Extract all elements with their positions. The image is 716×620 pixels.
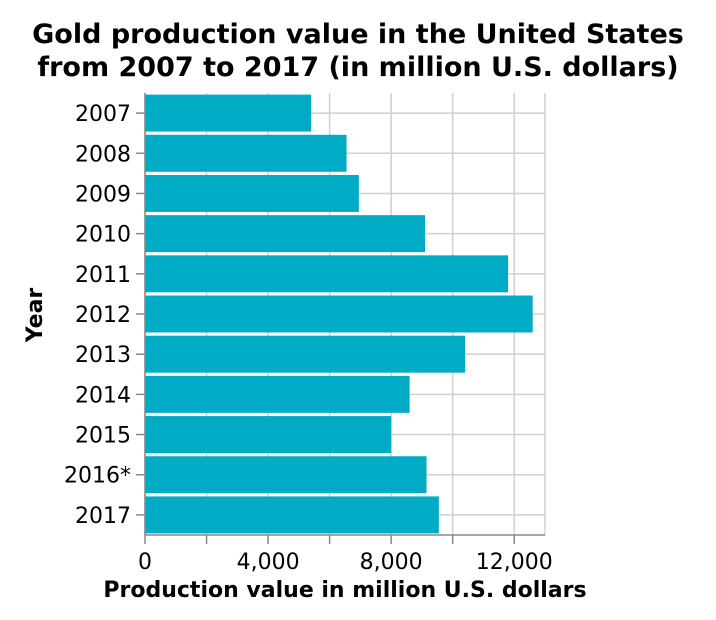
y-tick-label: 2009 <box>75 182 131 207</box>
bar-2014 <box>145 376 410 413</box>
y-tick-label: 2011 <box>75 263 131 288</box>
y-axis-label: Year <box>23 288 48 344</box>
bar-2010 <box>145 215 425 252</box>
bar-2011 <box>145 255 508 292</box>
y-tick-label: 2017 <box>75 504 131 529</box>
y-tick-label: 2015 <box>75 424 131 449</box>
bar-2008 <box>145 135 347 172</box>
y-tick-label: 2014 <box>75 383 131 408</box>
x-axis-label: Production value in million U.S. dollars <box>103 578 586 603</box>
y-tick-label: 2008 <box>75 142 131 167</box>
bar-2016 <box>145 456 427 493</box>
bar-2013 <box>145 336 465 373</box>
y-tick-label: 2013 <box>75 343 131 368</box>
bar-2007 <box>145 95 311 132</box>
bar-2015 <box>145 416 391 453</box>
y-tick-label: 2012 <box>75 303 131 328</box>
bars <box>145 95 533 534</box>
x-tick-label: 4,000 <box>237 550 300 575</box>
y-tick-label: 2016* <box>64 464 131 489</box>
y-tick-label: 2007 <box>75 102 131 127</box>
x-tick-label: 8,000 <box>360 550 423 575</box>
x-tick-label: 0 <box>138 550 152 575</box>
y-tick-label: 2010 <box>75 223 131 248</box>
x-tick-label: 12,000 <box>476 550 553 575</box>
bar-2009 <box>145 175 359 212</box>
bar-2012 <box>145 296 533 333</box>
bar-2017 <box>145 496 439 533</box>
chart-title-line-2: from 2007 to 2017 (in million U.S. dolla… <box>37 52 678 83</box>
chart-title-line-1: Gold production value in the United Stat… <box>32 19 684 50</box>
